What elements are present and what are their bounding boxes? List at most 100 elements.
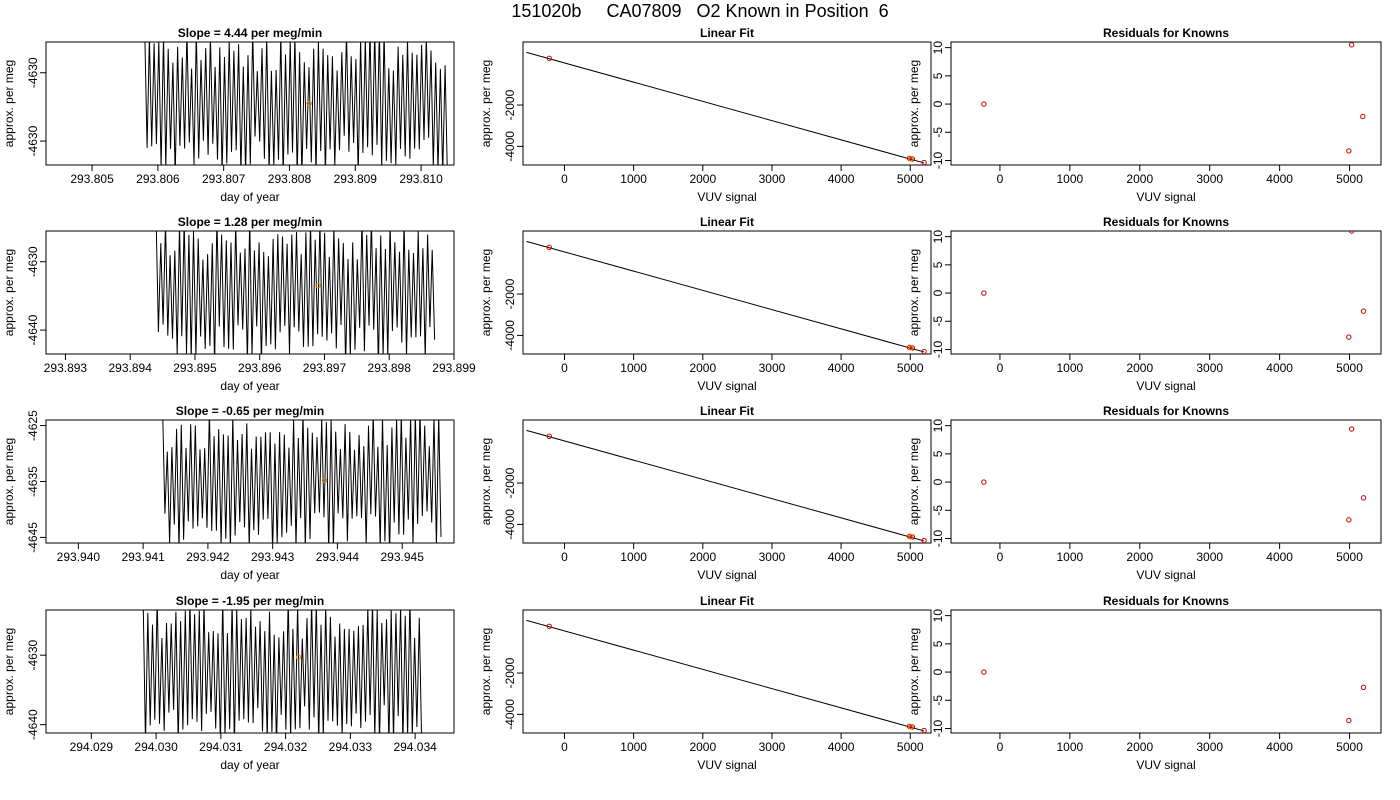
signal-line [144,42,448,165]
y-tick-label: -4630 [26,125,40,156]
panel-1-0: Slope = 1.28 per meg/min 293.893 293.894 29… [2,215,476,393]
fit-line [526,51,925,164]
y-tick-label: -10 [931,151,945,169]
x-axis-label: day of year [220,190,279,204]
x-tick-label: 0 [561,172,568,186]
signal-line [155,231,436,354]
signal-line [142,610,422,733]
known-point-marker [908,534,914,540]
data-point [1360,308,1367,314]
panel-title: Slope = -1.95 per meg/min [176,594,324,608]
panel-2-0: Slope = -0.65 per meg/min 293.940 293.941 2… [2,404,455,582]
plot-frame [522,41,932,166]
x-tick-label: 5000 [897,172,924,186]
x-tick-label: 293.805 [70,172,114,186]
x-tick-label: 4000 [828,740,855,754]
plot-frame [950,609,1382,734]
plot-area [144,42,448,165]
x-tick-label: 1000 [1057,172,1084,186]
x-axis-label: VUV signal [1136,379,1195,393]
x-tick-label: 0 [997,172,1004,186]
y-axis-label: approx. per meg [2,438,16,525]
y-tick-label: -4630 [26,640,40,671]
data-point [981,669,987,675]
y-tick-label: 0 [931,100,945,107]
known-point-marker [295,654,302,660]
y-tick-label: 5 [931,450,945,457]
known-point-marker [908,724,914,730]
x-tick-label: 293.895 [173,361,217,375]
figure-title: 151020b CA07809 O2 Known in Position 6 [511,1,889,21]
x-tick-label: 293.899 [432,361,476,375]
data-point [981,479,987,485]
x-tick-label: 1000 [620,361,647,375]
y-tick-label: 0 [931,668,945,675]
y-tick-label: -4630 [26,57,40,88]
x-axis-label: day of year [220,758,279,772]
y-tick-label: -4000 [503,131,517,162]
data-point [1346,148,1352,154]
plot-area [142,610,422,733]
x-tick-label: 293.940 [57,550,101,564]
y-tick-label: 10 [931,419,945,433]
plot-area [981,231,1367,340]
y-tick-label: -4640 [26,314,40,345]
x-tick-label: 3000 [759,550,786,564]
y-tick-label: -2000 [503,89,517,120]
signal-line [162,420,442,543]
y-axis-label: approx. per meg [2,60,16,147]
known-point-marker [321,477,328,484]
data-point [1360,113,1366,120]
known-point-marker [315,282,321,289]
x-tick-label: 293.945 [380,550,424,564]
x-tick-label: 2000 [1126,361,1153,375]
x-axis-label: VUV signal [697,758,756,772]
x-tick-label: 294.032 [264,740,308,754]
y-tick-label: -5 [931,505,945,516]
x-tick-label: 4000 [828,550,855,564]
x-tick-label: 294.029 [70,740,114,754]
data-point [546,623,552,630]
known-point-marker [306,100,312,107]
panel-0-2: Residuals for Knowns 0 1000 2000 3000 4000 500… [907,26,1382,204]
known-point-marker [908,345,914,351]
panel-title: Linear Fit [700,404,754,418]
data-point [1346,717,1352,724]
x-tick-label: 293.897 [303,361,347,375]
y-tick-label: 5 [931,261,945,268]
x-tick-label: 0 [997,361,1004,375]
y-tick-label: 10 [931,41,945,55]
x-tick-label: 0 [997,550,1004,564]
x-tick-label: 293.942 [186,550,230,564]
x-tick-label: 2000 [689,172,716,186]
data-point [1360,684,1367,690]
x-tick-label: 3000 [759,740,786,754]
x-axis-label: VUV signal [1136,190,1195,204]
fit-line [526,619,925,732]
y-tick-label: 0 [931,478,945,485]
y-axis-label: approx. per meg [907,628,921,715]
panel-3-0: Slope = -1.95 per meg/min 294.029 294.030 2… [2,594,455,772]
panel-title: Slope = 1.28 per meg/min [178,215,322,229]
y-tick-label: -5 [931,316,945,327]
x-tick-label: 2000 [689,740,716,754]
plot-frame [950,230,1382,355]
x-axis-label: VUV signal [697,190,756,204]
panel-title: Residuals for Knowns [1103,404,1229,418]
data-point [1348,426,1355,432]
x-tick-label: 2000 [689,361,716,375]
x-tick-label: 294.033 [329,740,373,754]
data-point [1348,231,1355,234]
plot-area [162,420,442,543]
x-axis-label: VUV signal [1136,758,1195,772]
y-tick-label: 5 [931,640,945,647]
plot-area [981,669,1367,724]
x-tick-label: 293.806 [136,172,180,186]
x-tick-label: 293.894 [108,361,152,375]
x-tick-label: 5000 [897,361,924,375]
plot-frame [522,230,932,355]
x-tick-label: 293.898 [368,361,412,375]
x-tick-label: 2000 [1126,740,1153,754]
x-tick-label: 2000 [1126,172,1153,186]
y-tick-label: -2000 [503,278,517,309]
